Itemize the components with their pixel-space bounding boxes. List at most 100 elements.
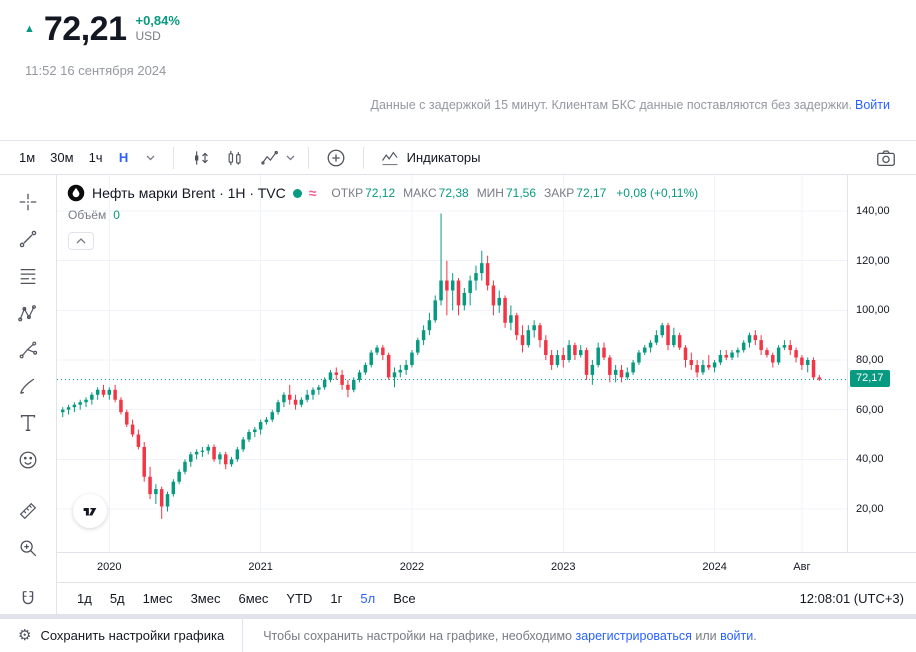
volume-row: Объём 0 (68, 208, 120, 222)
low-label: МИН (476, 186, 504, 200)
xabcd-pattern-icon[interactable] (13, 298, 43, 328)
price-tick: 60,00 (856, 403, 884, 416)
market-status-dot-icon[interactable] (292, 188, 302, 198)
time-tick: Авг (793, 561, 811, 573)
range-1д[interactable]: 1д (69, 588, 100, 609)
chart-main: Нефть марки Brent · 1H · TVC ≈ ОТКР 72,12… (0, 175, 916, 614)
toolbar-separator (362, 146, 364, 169)
range-5л[interactable]: 5л (352, 588, 383, 609)
price-tick: 20,00 (856, 502, 884, 515)
measure-icon[interactable] (13, 496, 43, 526)
collapse-pane-button[interactable] (68, 232, 94, 250)
horizontal-lines-icon[interactable] (13, 261, 43, 291)
chart-toolbar: 1м 30м 1ч Н (0, 140, 916, 175)
interval-chevron-down-icon[interactable] (138, 145, 164, 171)
price-tick: 120,00 (856, 254, 890, 267)
magnet-icon[interactable] (13, 584, 43, 614)
chart-column: Нефть марки Brent · 1H · TVC ≈ ОТКР 72,12… (57, 175, 916, 614)
low-value: 71,56 (505, 186, 537, 200)
interval-30м[interactable]: 30м (43, 145, 80, 171)
volume-value: 0 (113, 208, 120, 222)
interval-1м[interactable]: 1м (12, 145, 42, 171)
range-YTD[interactable]: YTD (278, 588, 320, 609)
register-link[interactable]: зарегистрироваться (575, 628, 692, 643)
interval-Н[interactable]: Н (111, 145, 137, 171)
open-value: 72,12 (365, 186, 396, 200)
indicators-button[interactable]: Индикаторы (373, 145, 488, 171)
price-axis[interactable]: 72,17 140,00 120,00 100,00 80,00 60,00 40,00 2… (847, 175, 916, 552)
range-3мес[interactable]: 3мес (183, 588, 229, 609)
high-value: 72,38 (438, 186, 469, 200)
clock[interactable]: 12:08:01 (UTC+3) (799, 591, 904, 606)
tradingview-logo[interactable] (73, 494, 107, 528)
bar-pattern-icon[interactable] (183, 145, 217, 171)
bottom-bar: ⚙ Сохранить настройки графика Чтобы сохр… (0, 619, 916, 652)
quote-datetime: 11:52 16 сентября 2024 (25, 63, 167, 78)
toolbar-separator (172, 146, 174, 169)
time-tick: 2023 (551, 561, 576, 573)
delay-notice: Данные с задержкой 15 минут. Клиентам БК… (371, 98, 890, 112)
brush-icon[interactable] (13, 372, 43, 402)
time-tick: 2021 (248, 561, 273, 573)
chart-area: Нефть марки Brent · 1H · TVC ≈ ОТКР 72,12… (57, 175, 916, 582)
price-up-arrow-icon: ▲ (24, 23, 35, 35)
delayed-data-icon[interactable]: ≈ (308, 185, 317, 201)
text-tool-icon[interactable] (13, 408, 43, 438)
interval-buttons: 1м 30м 1ч Н (12, 145, 137, 171)
camera-icon[interactable] (868, 145, 904, 171)
current-price: 72,21 (43, 10, 127, 48)
login-link[interactable]: войти (720, 628, 754, 643)
price-currency: USD (135, 29, 161, 43)
compare-plus-icon[interactable] (318, 145, 354, 171)
candlestick-chart[interactable] (57, 175, 847, 552)
footer-divider (0, 614, 916, 619)
time-axis[interactable]: 2020 2021 2022 2023 2024 Авг (57, 552, 916, 582)
chevron-up-icon (76, 238, 86, 244)
time-tick: 2024 (702, 561, 727, 573)
trend-line-icon[interactable] (13, 224, 43, 254)
symbol-logo-icon (67, 184, 85, 202)
chart-type-line-icon[interactable] (253, 145, 282, 171)
open-label: ОТКР (331, 186, 364, 200)
range-1мес[interactable]: 1мес (135, 588, 181, 609)
login-link-top[interactable]: Войти (855, 98, 890, 112)
symbol-row: Нефть марки Brent · 1H · TVC ≈ ОТКР 72,12… (67, 184, 698, 202)
price-tick: 100,00 (856, 304, 890, 317)
range-Все[interactable]: Все (385, 588, 423, 609)
save-settings-button[interactable]: ⚙ Сохранить настройки графика (0, 619, 244, 652)
indicators-icon (381, 151, 398, 165)
range-buttons: 1д 5д 1мес 3мес 6мес YTD 1г 5л Все (69, 588, 424, 609)
toolbar-separator (307, 146, 309, 169)
close-value: 72,17 (576, 186, 607, 200)
price-block: ▲ 72,21 +0,84% USD (24, 10, 180, 46)
chart-pane[interactable]: Нефть марки Brent · 1H · TVC ≈ ОТКР 72,12… (57, 175, 847, 552)
range-1г[interactable]: 1г (322, 588, 350, 609)
ohlc-legend: ОТКР 72,12 МАКС 72,38 МИН 71,56 ЗАКР 72,17 +… (331, 186, 698, 200)
save-settings-label: Сохранить настройки графика (40, 628, 225, 643)
close-label: ЗАКР (544, 186, 575, 200)
last-price-label: 72,17 (850, 370, 890, 388)
interval-1ч[interactable]: 1ч (82, 145, 110, 171)
indicators-label: Индикаторы (406, 150, 481, 165)
range-6мес[interactable]: 6мес (230, 588, 276, 609)
price-change-percent: +0,84% (135, 13, 180, 28)
footer-note-suffix: . (753, 628, 757, 643)
drawing-toolbar (0, 175, 57, 614)
price-tick: 40,00 (856, 453, 884, 466)
chart-type-chevron-down-icon[interactable] (283, 145, 299, 171)
range-5д[interactable]: 5д (102, 588, 133, 609)
footer-note-prefix: Чтобы сохранить настройки на графике, не… (263, 628, 576, 643)
crosshair-icon[interactable] (13, 187, 43, 217)
delay-notice-text: Данные с задержкой 15 минут. Клиентам БК… (370, 98, 853, 112)
chart-type-candles-icon[interactable] (218, 145, 252, 171)
quote-header: ▲ 72,21 +0,84% USD 11:52 16 сентября 202… (0, 0, 916, 140)
pitchfork-icon[interactable] (13, 335, 43, 365)
emoji-icon[interactable] (13, 445, 43, 475)
legend-change: +0,08 (+0,11%) (616, 186, 699, 200)
symbol-title[interactable]: Нефть марки Brent · 1H · TVC (92, 185, 286, 201)
zoom-icon[interactable] (13, 533, 43, 563)
gear-icon: ⚙ (18, 627, 32, 644)
time-tick: 2020 (97, 561, 122, 573)
price-tick: 80,00 (856, 353, 884, 366)
